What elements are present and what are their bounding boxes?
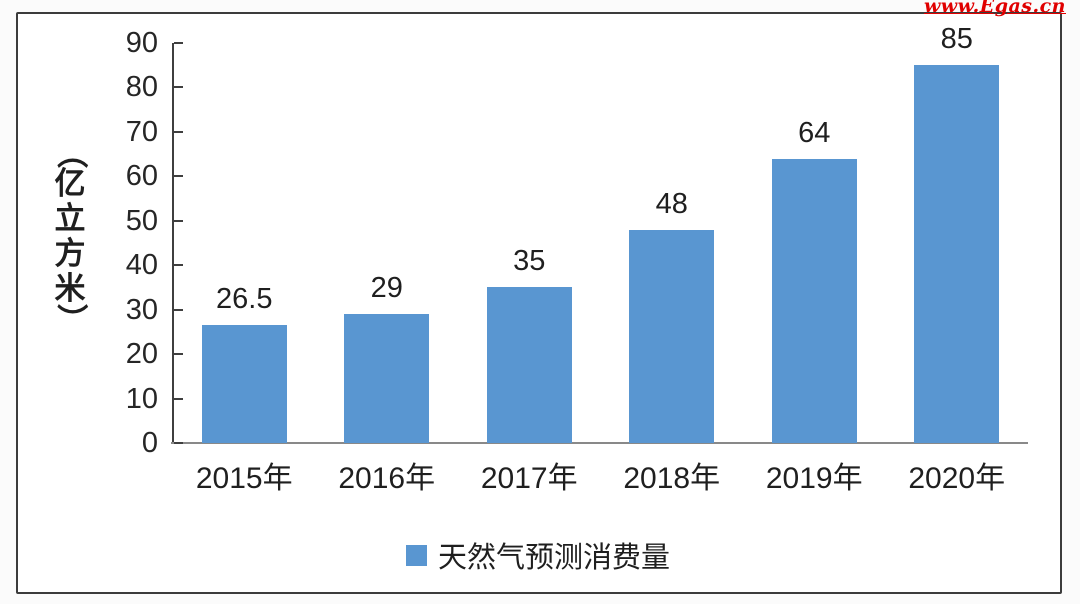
y-tick-mark xyxy=(174,264,183,267)
y-tick-label: 20 xyxy=(125,338,158,371)
x-axis-label: 2019年 xyxy=(765,462,863,495)
x-axis-label: 2016年 xyxy=(338,462,436,495)
bar-value-label: 64 xyxy=(798,116,831,149)
y-tick-mark xyxy=(174,130,183,133)
x-axis-label: 2018年 xyxy=(623,462,721,495)
bar-2020年 xyxy=(914,65,1000,443)
y-title-paren: （ xyxy=(53,137,88,169)
x-axis-line xyxy=(171,442,1028,444)
legend-label: 天然气预测消费量 xyxy=(438,542,671,574)
y-tick-label: 70 xyxy=(125,115,158,148)
y-tick-mark xyxy=(174,397,183,400)
bar-value-label: 48 xyxy=(655,187,688,220)
x-axis-label: 2015年 xyxy=(195,462,293,495)
bar-2015年 xyxy=(201,325,287,443)
legend: 天然气预测消费量 xyxy=(406,534,670,576)
y-axis-line xyxy=(172,43,174,444)
y-tick-label: 30 xyxy=(125,293,158,326)
bar-2017年 xyxy=(486,287,572,443)
bar-value-label: 85 xyxy=(940,23,973,56)
bar-2016年 xyxy=(344,314,430,443)
legend-swatch-icon xyxy=(406,544,427,566)
y-tick-label: 50 xyxy=(125,204,158,237)
y-tick-mark xyxy=(174,442,183,444)
bar-value-label: 26.5 xyxy=(216,283,273,316)
y-tick-mark xyxy=(174,219,183,222)
y-tick-label: 60 xyxy=(125,160,158,193)
y-tick-mark xyxy=(174,175,183,178)
y-tick-label: 0 xyxy=(141,427,158,459)
y-title-char: 亿 xyxy=(54,166,86,201)
y-tick-mark xyxy=(174,353,183,356)
x-axis-label: 2020年 xyxy=(908,462,1006,495)
y-title-paren: ） xyxy=(53,303,88,335)
y-tick-mark xyxy=(174,308,183,311)
y-axis-title: （亿立方米） xyxy=(46,137,94,335)
bar-value-label: 35 xyxy=(513,245,546,278)
y-tick-mark xyxy=(174,86,183,89)
y-tick-label: 80 xyxy=(125,71,158,104)
bar-2018年 xyxy=(629,229,715,443)
y-title-char: 方 xyxy=(54,236,86,271)
x-axis-label: 2017年 xyxy=(480,462,578,495)
y-title-char: 立 xyxy=(54,201,86,236)
bar-value-label: 29 xyxy=(370,272,403,305)
bar-2019年 xyxy=(771,158,857,443)
y-title-char: 米 xyxy=(54,271,86,306)
y-tick-label: 40 xyxy=(125,249,158,282)
watermark: www.Egas.cn xyxy=(923,0,1066,17)
y-tick-label: 90 xyxy=(125,27,158,59)
y-tick-mark xyxy=(174,42,183,44)
y-tick-label: 10 xyxy=(125,382,158,415)
